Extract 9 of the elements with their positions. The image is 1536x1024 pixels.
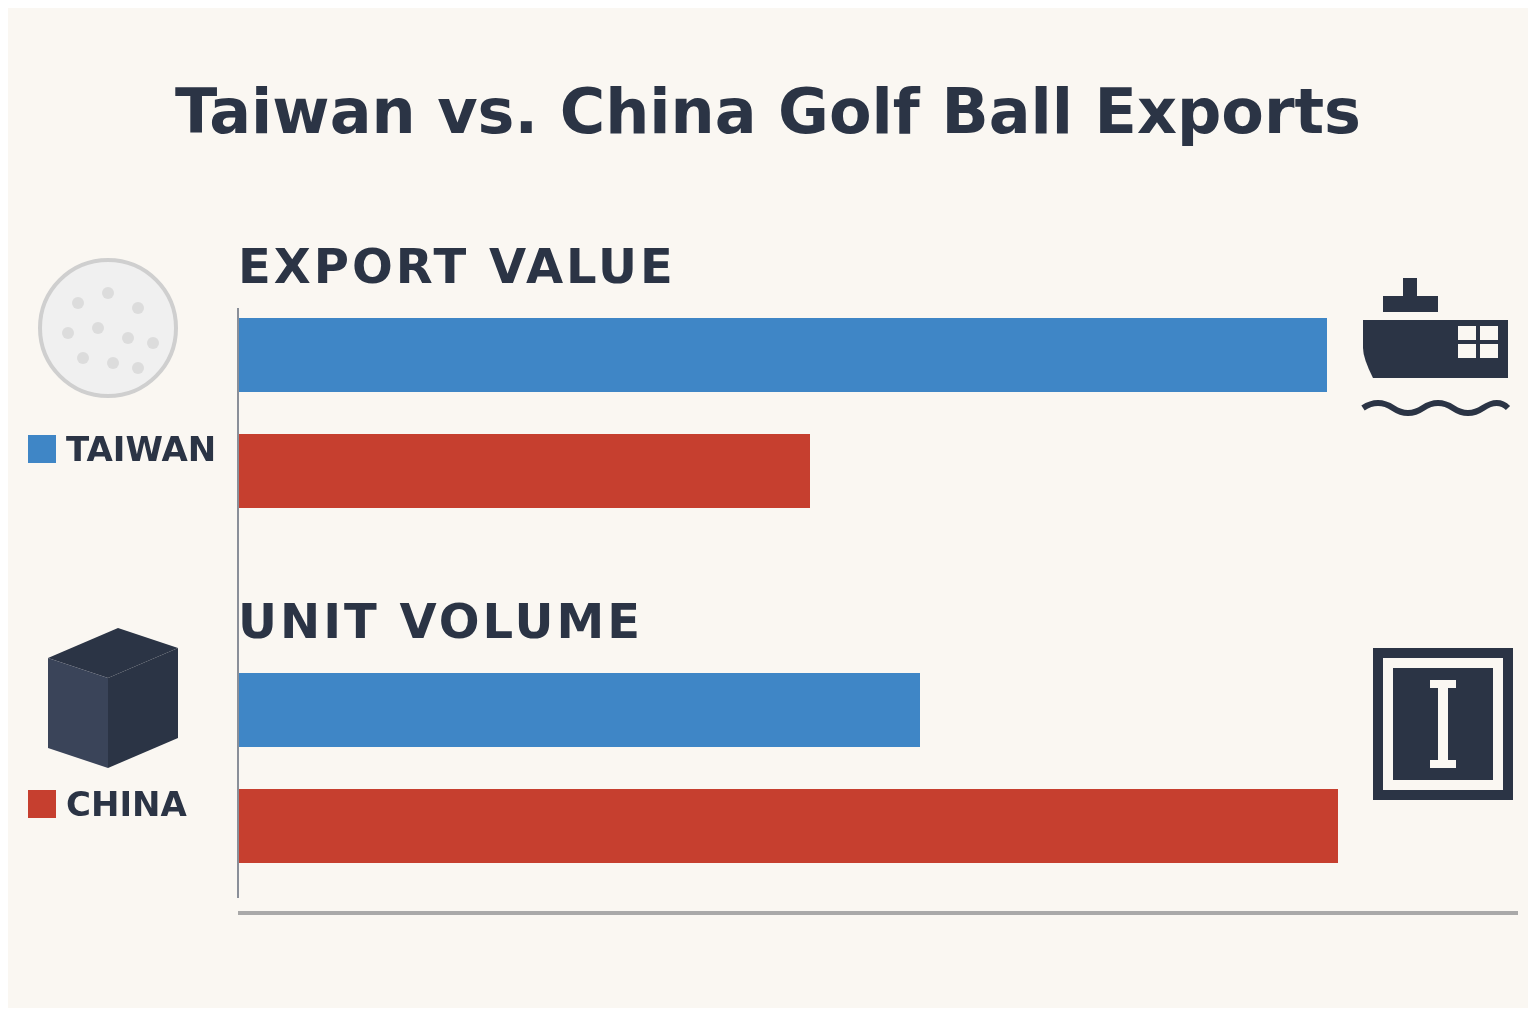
legend-label: TAIWAN [66, 429, 217, 469]
bar [238, 789, 1338, 863]
bar [238, 318, 1327, 392]
y-tick-label: EXPORT VALUE [238, 238, 676, 294]
legend-label: CHINA [66, 784, 188, 824]
chart-title: Taiwan vs. China Golf Ball Exports [174, 75, 1362, 148]
bar [238, 434, 810, 508]
y-tick-label: UNIT VOLUME [238, 593, 643, 649]
bar [238, 673, 920, 747]
